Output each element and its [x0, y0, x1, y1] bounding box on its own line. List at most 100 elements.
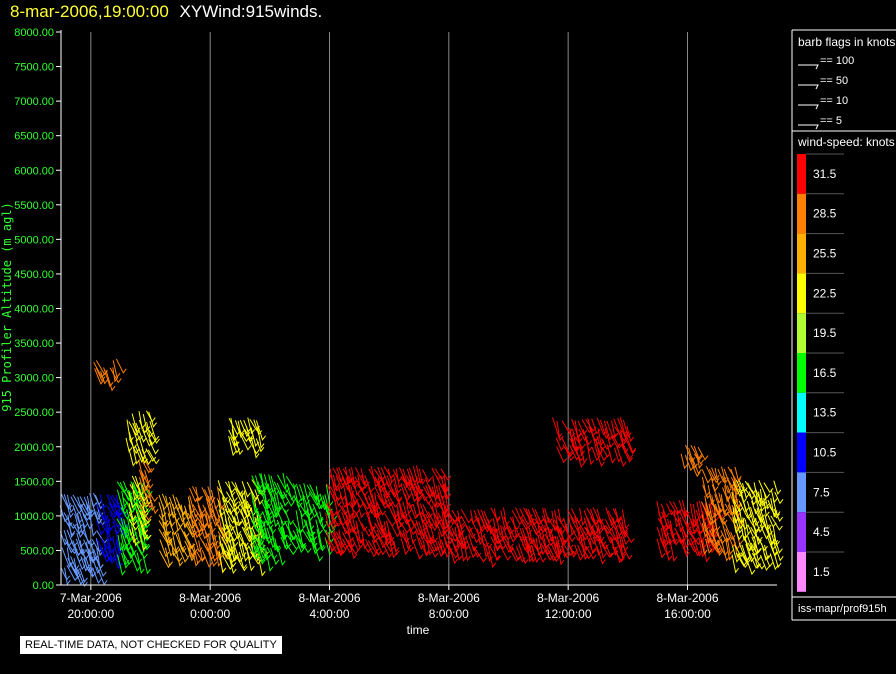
wind-barb	[338, 529, 346, 549]
wind-barb	[246, 551, 255, 572]
wind-barb	[247, 437, 260, 455]
wind-barb	[552, 417, 563, 439]
wind-barb	[774, 554, 782, 569]
wind-barb	[298, 538, 312, 554]
wind-barb	[383, 493, 392, 509]
wind-barb	[357, 474, 365, 492]
wind-barb	[72, 540, 82, 557]
wind-barb	[280, 519, 288, 541]
wind-barb	[465, 537, 477, 559]
wind-barb	[500, 525, 507, 541]
wind-barb	[499, 544, 512, 561]
wind-barb	[445, 521, 455, 538]
wind-barb	[338, 503, 349, 516]
wind-barb	[287, 526, 298, 541]
wind-barb	[400, 475, 413, 491]
wind-barb	[240, 435, 252, 451]
wind-barb	[547, 544, 560, 563]
wind-barb	[243, 527, 256, 545]
y-tick-label: 7000.00	[14, 96, 54, 108]
wind-barb	[365, 511, 377, 530]
wind-barb	[122, 497, 136, 513]
barb-legend-label: == 100	[820, 55, 854, 67]
wind-barb	[120, 517, 130, 539]
wind-barb	[82, 531, 95, 548]
wind-barb	[270, 475, 280, 496]
wind-barb	[125, 437, 133, 453]
wind-barb	[745, 543, 755, 563]
wind-barb	[312, 540, 323, 562]
wind-barb	[79, 567, 88, 583]
barb-legend-label: == 10	[820, 95, 848, 107]
wind-barb	[731, 554, 739, 574]
wind-barb	[371, 539, 382, 557]
wind-barb	[215, 522, 229, 539]
wind-barb	[148, 411, 157, 428]
wind-barb	[758, 479, 771, 499]
wind-barb	[355, 512, 368, 532]
wind-barb	[375, 539, 387, 556]
wind-barb	[470, 542, 482, 558]
wind-barb	[96, 566, 108, 586]
wind-barb	[137, 528, 147, 552]
wind-barb	[468, 533, 478, 552]
wind-barb	[742, 482, 750, 499]
barb-cluster	[250, 472, 300, 572]
wind-barb	[83, 558, 92, 572]
wind-barb	[106, 505, 118, 518]
wind-barb	[460, 509, 473, 524]
wind-barb	[350, 502, 358, 519]
wind-barb	[341, 512, 350, 527]
product-path: iss-mapr/prof915h	[798, 603, 887, 615]
wind-barb	[393, 510, 402, 531]
wind-barb	[582, 429, 592, 446]
wind-barb	[168, 521, 178, 536]
wind-barb	[88, 548, 97, 563]
wind-barb	[126, 524, 134, 542]
wind-barb	[105, 369, 116, 392]
y-tick-label: 8000.00	[14, 27, 54, 39]
wind-barb	[664, 529, 671, 545]
wind-barb	[408, 483, 418, 503]
wind-barb	[770, 515, 783, 531]
wind-barb	[531, 517, 542, 534]
wind-barb	[279, 502, 289, 515]
wind-barb	[121, 552, 130, 569]
wind-barb	[218, 551, 227, 574]
wind-barb	[621, 526, 635, 544]
wind-barb	[570, 517, 581, 532]
wind-barb	[611, 546, 625, 563]
wind-barb	[422, 540, 430, 556]
wind-barb	[131, 413, 141, 433]
wind-barb	[760, 554, 770, 572]
wind-barb	[301, 529, 314, 543]
wind-barb	[238, 543, 247, 558]
wind-barb	[345, 538, 359, 555]
y-tick-label: 3500.00	[14, 338, 54, 350]
wind-barb	[93, 362, 106, 379]
wind-barb	[132, 428, 141, 442]
wind-barb	[692, 503, 700, 523]
wind-barb	[566, 525, 574, 551]
x-tick-label-time: 20:00:00	[67, 607, 114, 621]
wind-barb	[622, 420, 632, 438]
wind-barb	[689, 530, 702, 546]
y-tick-label: 2500.00	[14, 407, 54, 419]
wind-barb	[428, 503, 441, 521]
speed-legend-swatch	[797, 392, 806, 433]
wind-barb	[697, 446, 709, 461]
wind-barb	[680, 453, 688, 470]
wind-barb	[599, 543, 607, 559]
wind-barb	[313, 492, 323, 510]
wind-barb	[595, 438, 603, 457]
wind-barb	[228, 435, 237, 457]
y-tick-label: 1500.00	[14, 476, 54, 488]
wind-barb	[415, 485, 422, 503]
wind-barb	[773, 534, 783, 554]
wind-barb	[563, 517, 573, 539]
wind-barb	[585, 527, 598, 545]
wind-barb	[393, 474, 402, 494]
wind-barb	[489, 525, 502, 545]
wind-barb	[139, 477, 148, 494]
wind-barb	[348, 531, 356, 548]
